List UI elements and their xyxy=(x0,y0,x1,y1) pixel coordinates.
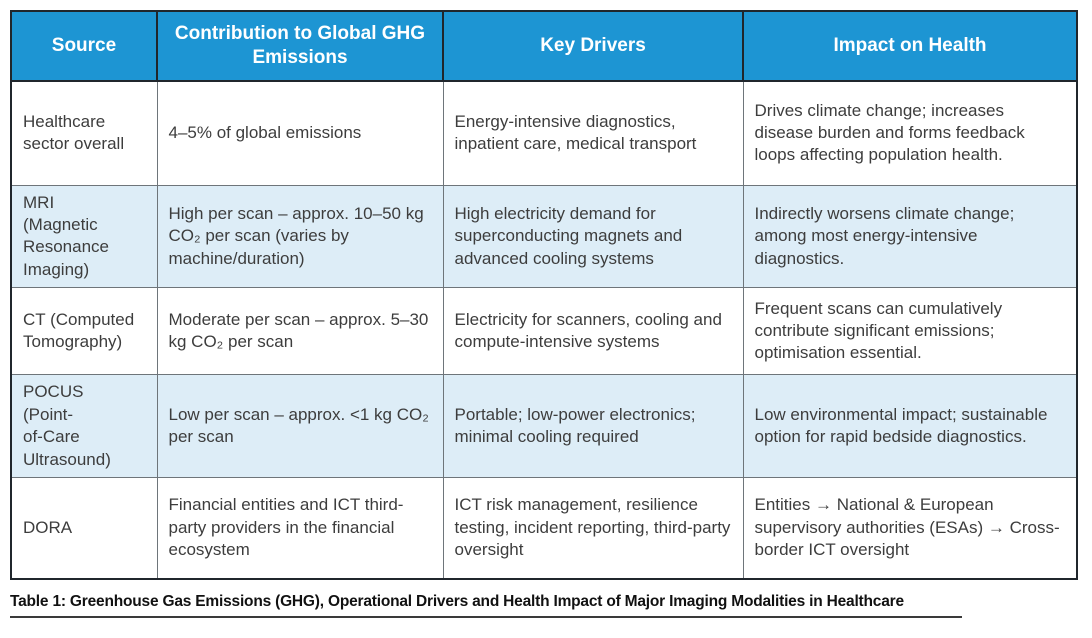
cell-source: CT (Computed Tomography) xyxy=(10,287,158,376)
cell-source: MRI (Magnetic Resonance Imaging) xyxy=(10,184,158,289)
cell-contribution: Moderate per scan – approx. 5–30 kg CO₂ … xyxy=(156,287,444,376)
table-row-healthcare: Healthcare sector overall 4–5% of global… xyxy=(10,80,1078,186)
cell-key-drivers: ICT risk management, resilience testing,… xyxy=(442,477,744,580)
column-header-contribution: Contribution to Global GHG Emissions xyxy=(156,10,444,82)
header-row: Source Contribution to Global GHG Emissi… xyxy=(10,10,1078,82)
table-row-pocus: POCUS (Point- of-Care Ultrasound) Low pe… xyxy=(10,374,1078,479)
column-header-impact: Impact on Health xyxy=(742,10,1078,82)
table-row-mri: MRI (Magnetic Resonance Imaging) High pe… xyxy=(10,184,1078,289)
cell-key-drivers: Electricity for scanners, cooling and co… xyxy=(442,287,744,376)
cell-source: Healthcare sector overall xyxy=(10,80,158,186)
column-header-source: Source xyxy=(10,10,158,82)
emissions-table: Source Contribution to Global GHG Emissi… xyxy=(10,10,1078,580)
table-caption: Table 1: Greenhouse Gas Emissions (GHG),… xyxy=(10,593,962,618)
cell-source: POCUS (Point- of-Care Ultrasound) xyxy=(10,374,158,479)
cell-key-drivers: Energy-intensive diagnostics, inpatient … xyxy=(442,80,744,186)
cell-key-drivers: Portable; low-power electronics; minimal… xyxy=(442,374,744,479)
cell-impact: Frequent scans can cumulatively contribu… xyxy=(742,287,1078,376)
table-row-dora: DORA Financial entities and ICT third-pa… xyxy=(10,477,1078,580)
cell-key-drivers: High electricity demand for superconduct… xyxy=(442,184,744,289)
cell-contribution: High per scan – approx. 10–50 kg CO₂ per… xyxy=(156,184,444,289)
cell-contribution: 4–5% of global emissions xyxy=(156,80,444,186)
cell-impact: Low environmental impact; sustainable op… xyxy=(742,374,1078,479)
cell-impact: Drives climate change; increases disease… xyxy=(742,80,1078,186)
cell-source: DORA xyxy=(10,477,158,580)
table-row-ct: CT (Computed Tomography) Moderate per sc… xyxy=(10,287,1078,376)
cell-contribution: Financial entities and ICT third-party p… xyxy=(156,477,444,580)
cell-impact: Indirectly worsens climate change; among… xyxy=(742,184,1078,289)
cell-contribution: Low per scan – approx. <1 kg CO₂ per sca… xyxy=(156,374,444,479)
column-header-key-drivers: Key Drivers xyxy=(442,10,744,82)
cell-impact: Entities → National & European superviso… xyxy=(742,477,1078,580)
